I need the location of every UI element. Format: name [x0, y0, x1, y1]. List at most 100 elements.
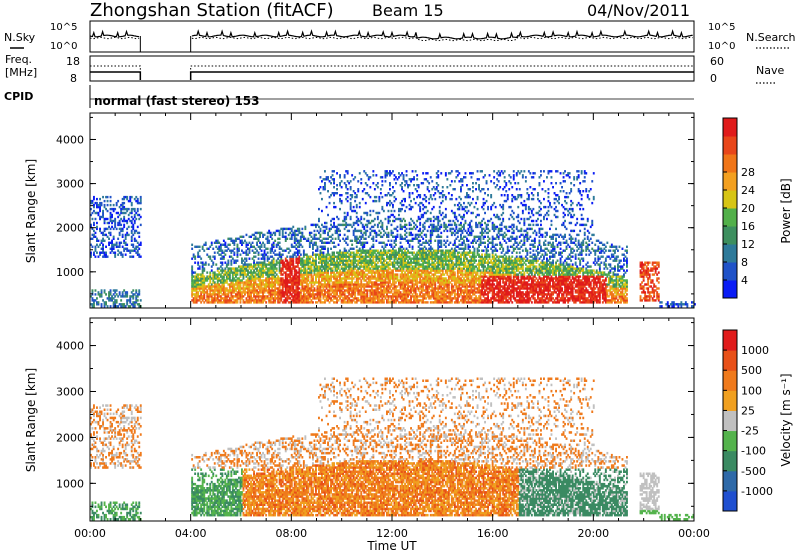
- nave-trace: [90, 66, 694, 80]
- power-cell: [286, 238, 288, 240]
- power-cell: [116, 289, 118, 291]
- nsky-label: N.Sky: [4, 31, 36, 44]
- power-cell: [214, 256, 216, 258]
- power-cell: [107, 200, 109, 202]
- power-cell: [131, 196, 133, 198]
- power-cell: [117, 200, 119, 202]
- power-cell: [214, 252, 216, 254]
- power-cell: [191, 265, 193, 267]
- power-cell: [95, 293, 97, 295]
- power-cell: [111, 214, 113, 216]
- power-cell: [267, 252, 269, 254]
- power-cell: [123, 216, 125, 218]
- power-cell: [140, 299, 142, 301]
- beam-label: Beam 15: [372, 1, 444, 20]
- power-cell: [95, 218, 97, 220]
- power-cell: [267, 236, 269, 238]
- power-cell: [93, 196, 95, 198]
- date-label: 04/Nov/2011: [587, 1, 690, 20]
- power-cell: [110, 305, 112, 307]
- power-cell: [110, 289, 112, 291]
- power-cell: [116, 299, 118, 301]
- power-cell: [123, 202, 125, 204]
- power-cell: [120, 224, 122, 226]
- noise-panel-frame: [90, 21, 694, 52]
- power-cell: [104, 204, 106, 206]
- power-cell: [99, 228, 101, 230]
- power-cell: [140, 224, 142, 226]
- power-cell: [229, 244, 231, 246]
- power-cell: [212, 248, 214, 250]
- power-cell: [200, 258, 202, 260]
- power-cell: [95, 289, 97, 291]
- power-cell: [99, 198, 101, 200]
- power-cell: [117, 238, 119, 240]
- power-cell: [128, 226, 130, 228]
- power-cell: [102, 210, 104, 212]
- power-cell: [199, 250, 201, 252]
- power-cell: [92, 289, 94, 291]
- power-cell: [135, 289, 137, 291]
- freq-panel-frame: [90, 56, 694, 81]
- power-cell: [114, 252, 116, 254]
- nsky-trace: [90, 31, 693, 39]
- power-cell: [105, 246, 107, 248]
- power-cell: [128, 234, 130, 236]
- noise-traces: [90, 31, 693, 52]
- power-cell: [138, 289, 140, 291]
- power-cell: [203, 250, 205, 252]
- power-cell: [138, 236, 140, 238]
- power-cell: [258, 258, 260, 260]
- power-cell: [208, 263, 210, 265]
- power-cell: [274, 250, 276, 252]
- rti-figure: Zhongshan Station (fitACF) Beam 15 04/No…: [0, 0, 800, 554]
- power-cell: [267, 248, 269, 250]
- power-cell: [96, 226, 98, 228]
- power-cell: [104, 200, 106, 202]
- power-cell: [119, 291, 121, 293]
- power-cell: [107, 204, 109, 206]
- power-cell: [215, 263, 217, 265]
- power-cell: [221, 262, 223, 264]
- power-cell: [107, 305, 109, 307]
- power-cell: [107, 210, 109, 212]
- power-cell: [104, 289, 106, 291]
- power-cell: [113, 204, 115, 206]
- power-cell: [264, 244, 266, 246]
- power-cell: [140, 256, 142, 258]
- power-cell: [126, 196, 128, 198]
- power-cell: [116, 228, 118, 230]
- power-cell: [261, 250, 263, 252]
- power-cell: [237, 260, 239, 262]
- power-cell: [96, 198, 98, 200]
- power-cell: [95, 232, 97, 234]
- rti-plot: Zhongshan Station (fitACF) Beam 15 04/No…: [0, 0, 800, 554]
- power-cell: [101, 289, 103, 291]
- freq-tick-bottom: 8: [70, 72, 77, 85]
- power-cell: [122, 254, 124, 256]
- power-cell: [92, 218, 94, 220]
- power-cell: [224, 254, 226, 256]
- power-cell: [137, 208, 139, 210]
- power-cell: [191, 248, 193, 250]
- power-cell: [212, 262, 214, 264]
- power-cell: [134, 208, 136, 210]
- power-cell: [107, 218, 109, 220]
- power-cell: [197, 262, 199, 264]
- power-cell: [140, 216, 142, 218]
- power-cell: [138, 232, 140, 234]
- noise-tick-bottom-left: 10^0: [50, 41, 77, 52]
- power-cell: [289, 250, 291, 252]
- power-cell: [132, 256, 134, 258]
- power-cell: [271, 238, 273, 240]
- power-cell: [137, 198, 139, 200]
- cpid-text: normal (fast stereo) 153: [94, 94, 260, 108]
- power-cell: [191, 244, 193, 246]
- power-cell: [132, 244, 134, 246]
- power-cell: [273, 258, 275, 260]
- power-cell: [120, 242, 122, 244]
- power-cell: [292, 226, 294, 228]
- power-cell: [285, 232, 287, 234]
- power-cell: [96, 252, 98, 254]
- power-cell: [194, 262, 196, 264]
